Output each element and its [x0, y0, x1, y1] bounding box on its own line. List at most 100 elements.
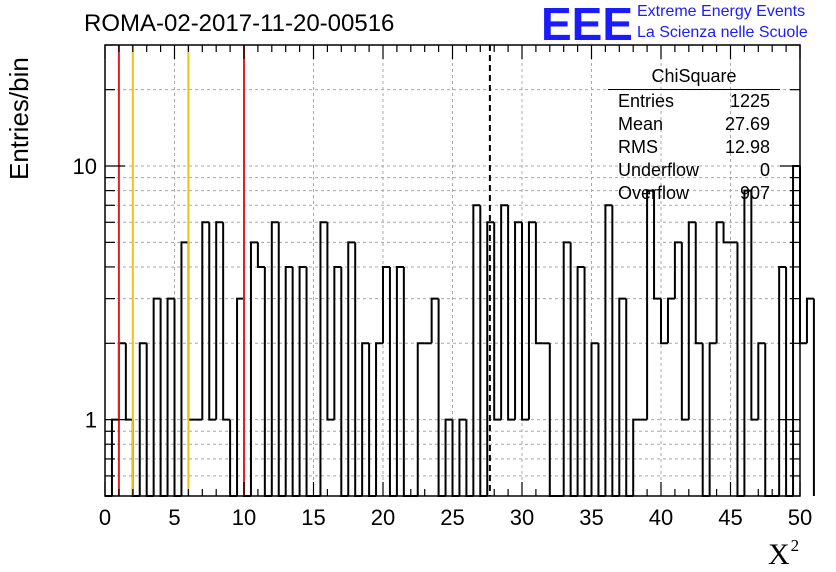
histogram-bin: [402, 266, 411, 497]
stats-key: Underflow: [618, 160, 700, 180]
x-tick-label: 35: [579, 505, 603, 530]
logo-line1: Extreme Energy Events: [637, 3, 806, 20]
stats-key: Overflow: [618, 183, 690, 203]
histogram-bin: [514, 221, 522, 420]
stats-value: 12.98: [724, 137, 770, 157]
stats-row-entries: Entries 1225: [608, 90, 780, 113]
histogram-bin: [222, 222, 231, 421]
histogram-bin: [152, 297, 161, 496]
x-tick-label: 45: [718, 505, 742, 530]
stats-title: ChiSquare: [608, 63, 780, 90]
x-axis-label: X2: [768, 536, 799, 572]
histogram-bin: [632, 418, 641, 496]
y-tick-label: 1: [85, 408, 97, 433]
histogram-bin: [291, 266, 300, 497]
histogram-bin: [458, 418, 467, 496]
stats-value: 1225: [729, 91, 770, 111]
histogram-bin: [347, 241, 356, 496]
stats-key: Mean: [618, 114, 664, 134]
chart-title: ROMA-02-2017-11-20-00516: [84, 10, 395, 37]
y-tick-label: 10: [73, 154, 97, 179]
histogram-bin: [569, 242, 578, 497]
histogram-bin: [305, 266, 314, 497]
histogram-bin: [124, 343, 133, 421]
histogram-bin: [785, 266, 794, 497]
histogram-bin: [743, 189, 752, 496]
histogram-bin: [687, 221, 696, 420]
histogram-bin: [708, 342, 717, 496]
histogram-bin: [284, 265, 293, 496]
histogram-bin: [660, 298, 668, 345]
histogram-bin: [173, 298, 182, 497]
histogram-bin: [694, 222, 703, 345]
histogram-bin: [583, 266, 592, 497]
histogram-bin: [590, 342, 599, 496]
histogram-bin: [236, 297, 244, 496]
histogram-bin: [618, 297, 627, 496]
stats-value: 0: [759, 160, 770, 180]
histogram-bin: [479, 205, 488, 497]
stats-row-underflow: Underflow 0: [608, 159, 780, 182]
histogram-bin: [277, 222, 286, 497]
histogram-bin: [361, 342, 370, 496]
histogram-bin: [722, 222, 731, 244]
histogram-bin: [215, 221, 224, 420]
histogram-bin: [180, 241, 189, 496]
histogram-bin: [680, 242, 689, 421]
histogram-bin: [319, 221, 328, 496]
x-tick-label: 0: [99, 505, 111, 530]
stats-row-rms: RMS 12.98: [608, 136, 780, 159]
histogram-bin: [437, 298, 446, 497]
histogram-bin: [521, 222, 529, 421]
histogram-bin: [715, 221, 724, 344]
histogram-bin: [500, 204, 509, 420]
stats-value: 907: [739, 183, 770, 203]
stats-value: 27.69: [724, 114, 770, 134]
histogram-bin: [604, 204, 613, 496]
histogram-bin: [375, 342, 383, 496]
histogram-bin: [354, 242, 363, 497]
stats-box: ChiSquare Entries 1225 Mean 27.69 RMS 12.98…: [608, 63, 780, 205]
histogram-bin: [382, 265, 390, 344]
stats-key: RMS: [618, 137, 658, 157]
x-tick-label: 15: [301, 505, 325, 530]
x-tick-label: 30: [510, 505, 534, 530]
histogram-bin: [750, 190, 759, 421]
histogram-bin: [187, 242, 196, 421]
histogram-bin: [333, 265, 342, 420]
histogram-bin: [799, 166, 807, 345]
histogram-bin: [493, 222, 502, 421]
x-tick-label: 50: [788, 505, 812, 530]
x-tick-label: 5: [168, 505, 180, 530]
histogram-bin: [416, 342, 425, 496]
histogram-bin: [673, 241, 682, 299]
histogram-bin: [326, 222, 335, 421]
histogram-bin: [666, 297, 675, 344]
histogram-bin: [534, 222, 543, 345]
histogram-bin: [249, 241, 258, 496]
histogram-bin: [472, 204, 481, 496]
histogram-bin: [486, 221, 495, 496]
histogram-bin: [388, 266, 397, 497]
x-axis-label-sup: 2: [790, 536, 800, 555]
histogram-bin: [159, 298, 168, 497]
histogram-bin: [256, 242, 265, 268]
stats-key: Entries: [618, 91, 675, 111]
histogram-bin: [562, 241, 571, 496]
x-tick-label: 25: [440, 505, 464, 530]
histogram-bin: [653, 190, 661, 300]
histogram-bin: [576, 265, 585, 496]
histogram-bin: [611, 205, 620, 497]
histogram-bin: [757, 342, 766, 420]
histogram-bin: [166, 297, 175, 496]
histogram-bin: [298, 265, 307, 496]
x-axis-label-main: X: [768, 538, 790, 571]
x-tick-label: 40: [649, 505, 673, 530]
histogram-bin: [444, 418, 453, 496]
histogram-bin: [270, 221, 279, 496]
histogram-bin: [395, 265, 404, 496]
histogram-bin: [507, 205, 516, 421]
histogram-bin: [208, 222, 217, 421]
histogram-bin: [778, 265, 787, 496]
